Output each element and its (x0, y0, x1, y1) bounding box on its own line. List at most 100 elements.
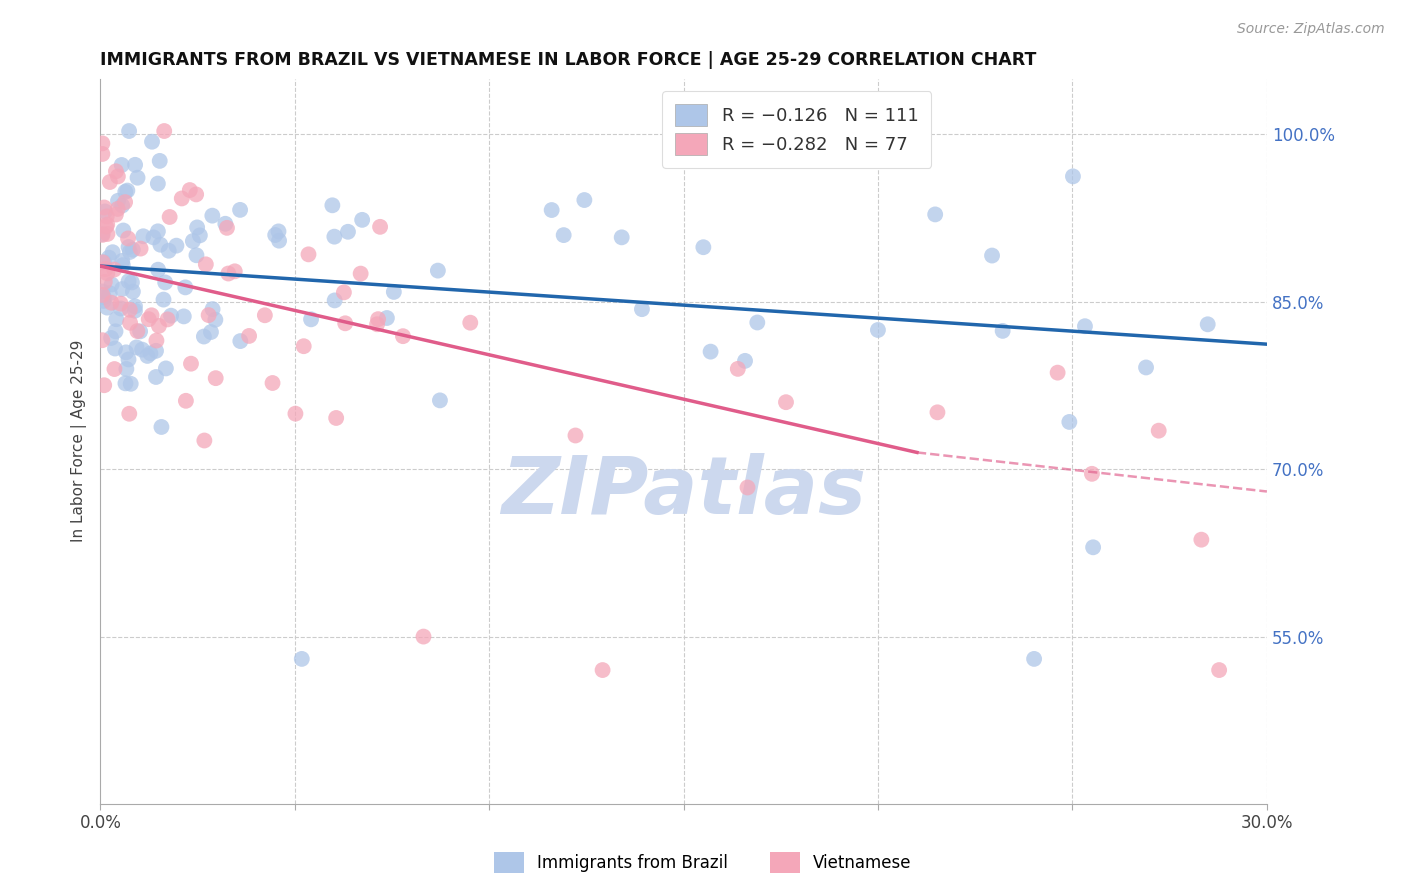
Point (114, 195, 136, 210)
Point (299, 312, 322, 326)
Point (111, 253, 134, 268)
Point (117, 274, 139, 288)
Point (267, 234, 290, 248)
Point (170, 191, 193, 205)
Point (146, 262, 169, 277)
Point (1081, 541, 1104, 555)
Point (382, 285, 405, 299)
Point (253, 308, 276, 322)
Point (153, 276, 176, 290)
Point (98, 286, 121, 301)
Point (111, 198, 134, 212)
Point (321, 198, 343, 212)
Point (146, 177, 169, 191)
Point (152, 293, 174, 307)
Point (193, 329, 215, 343)
Point (118, 124, 141, 138)
Point (173, 310, 195, 324)
Point (215, 220, 238, 235)
Point (131, 343, 153, 357)
Point (105, 312, 128, 326)
Point (1062, 169, 1084, 184)
Point (107, 169, 129, 184)
Point (352, 212, 374, 227)
Point (323, 293, 346, 308)
Point (148, 318, 170, 333)
Point (121, 243, 143, 257)
Point (97, 251, 120, 265)
Point (93, 378, 115, 392)
Point (368, 219, 391, 234)
Point (540, 202, 562, 217)
Point (699, 344, 721, 359)
Point (94, 262, 117, 277)
Point (93, 255, 115, 269)
Point (201, 302, 224, 317)
Point (91, 255, 114, 269)
Point (114, 376, 136, 391)
Point (1135, 360, 1157, 375)
Point (111, 158, 134, 172)
Point (107, 202, 129, 216)
Point (734, 354, 756, 368)
Point (159, 210, 181, 224)
Point (117, 240, 139, 254)
Point (114, 185, 136, 199)
Point (96, 218, 118, 232)
Point (927, 405, 949, 419)
Point (229, 334, 252, 348)
Point (100, 277, 122, 292)
Point (104, 208, 127, 222)
Point (194, 257, 217, 271)
Point (186, 248, 208, 262)
Point (124, 303, 146, 318)
Point (124, 299, 146, 313)
Point (238, 329, 260, 343)
Point (426, 263, 449, 277)
Point (200, 325, 222, 339)
Point (93, 201, 115, 215)
Point (553, 228, 575, 243)
Point (1189, 533, 1212, 547)
Point (132, 229, 155, 244)
Point (392, 329, 415, 343)
Point (284, 407, 307, 421)
Point (1147, 424, 1170, 438)
Point (91, 288, 114, 302)
Point (141, 308, 163, 322)
Point (93, 293, 115, 308)
Point (775, 395, 797, 409)
Point (104, 164, 127, 178)
Point (1208, 663, 1230, 677)
Point (692, 240, 714, 254)
Point (91, 136, 114, 151)
Point (145, 370, 167, 384)
Point (267, 224, 290, 238)
Point (157, 244, 180, 258)
Point (323, 229, 346, 244)
Point (188, 228, 211, 243)
Point (129, 242, 152, 256)
Point (138, 312, 160, 326)
Point (104, 342, 127, 356)
Point (336, 225, 359, 239)
Point (610, 230, 633, 244)
Point (181, 234, 204, 248)
Point (110, 301, 132, 316)
Point (217, 267, 239, 281)
Text: Source: ZipAtlas.com: Source: ZipAtlas.com (1237, 22, 1385, 37)
Point (117, 231, 139, 245)
Legend: R = −0.126   N = 111, R = −0.282   N = 77: R = −0.126 N = 111, R = −0.282 N = 77 (662, 91, 931, 168)
Point (142, 230, 165, 244)
Point (91, 147, 114, 161)
Point (333, 285, 356, 300)
Point (335, 316, 357, 330)
Point (139, 346, 162, 360)
Point (367, 312, 389, 326)
Point (429, 393, 451, 408)
Point (160, 309, 183, 323)
Point (214, 217, 236, 231)
Point (179, 183, 201, 197)
Point (325, 411, 347, 425)
Point (107, 194, 129, 208)
